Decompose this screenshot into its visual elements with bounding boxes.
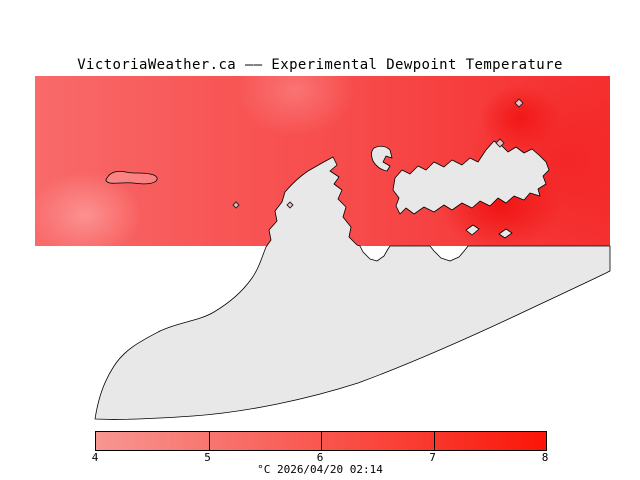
page-title: VictoriaWeather.ca —— Experimental Dewpo… bbox=[77, 57, 563, 73]
small-island-1 bbox=[465, 224, 480, 236]
station-marker-icon[interactable] bbox=[514, 98, 524, 108]
colorbar-divider bbox=[208, 432, 210, 450]
hook-island bbox=[371, 145, 393, 172]
colorbar bbox=[95, 431, 547, 451]
colorbar-divider bbox=[433, 432, 435, 450]
station-marker-icon[interactable] bbox=[286, 201, 294, 209]
colorbar-tick-label: 6 bbox=[316, 451, 324, 464]
colorbar-tick-label: 5 bbox=[204, 451, 211, 464]
stations-group bbox=[232, 98, 524, 209]
colorbar-divider bbox=[321, 432, 322, 450]
colorbar-tick-label: 7 bbox=[429, 451, 436, 464]
colorbar-tick-label: 4 bbox=[91, 451, 99, 464]
victoria-strip-island bbox=[392, 140, 550, 215]
map-caption: °C 2026/04/20 02:14 bbox=[257, 463, 383, 476]
small-island-2 bbox=[498, 228, 513, 239]
mainland-coastline bbox=[94, 156, 611, 420]
colorbar-tick-labels: 4 5 6 7 8 bbox=[91, 451, 549, 464]
colorbar-tick-label: 8 bbox=[541, 451, 549, 464]
station-marker-icon[interactable] bbox=[232, 201, 240, 209]
west-island-outline bbox=[105, 170, 158, 185]
station-marker-icon[interactable] bbox=[495, 138, 505, 148]
